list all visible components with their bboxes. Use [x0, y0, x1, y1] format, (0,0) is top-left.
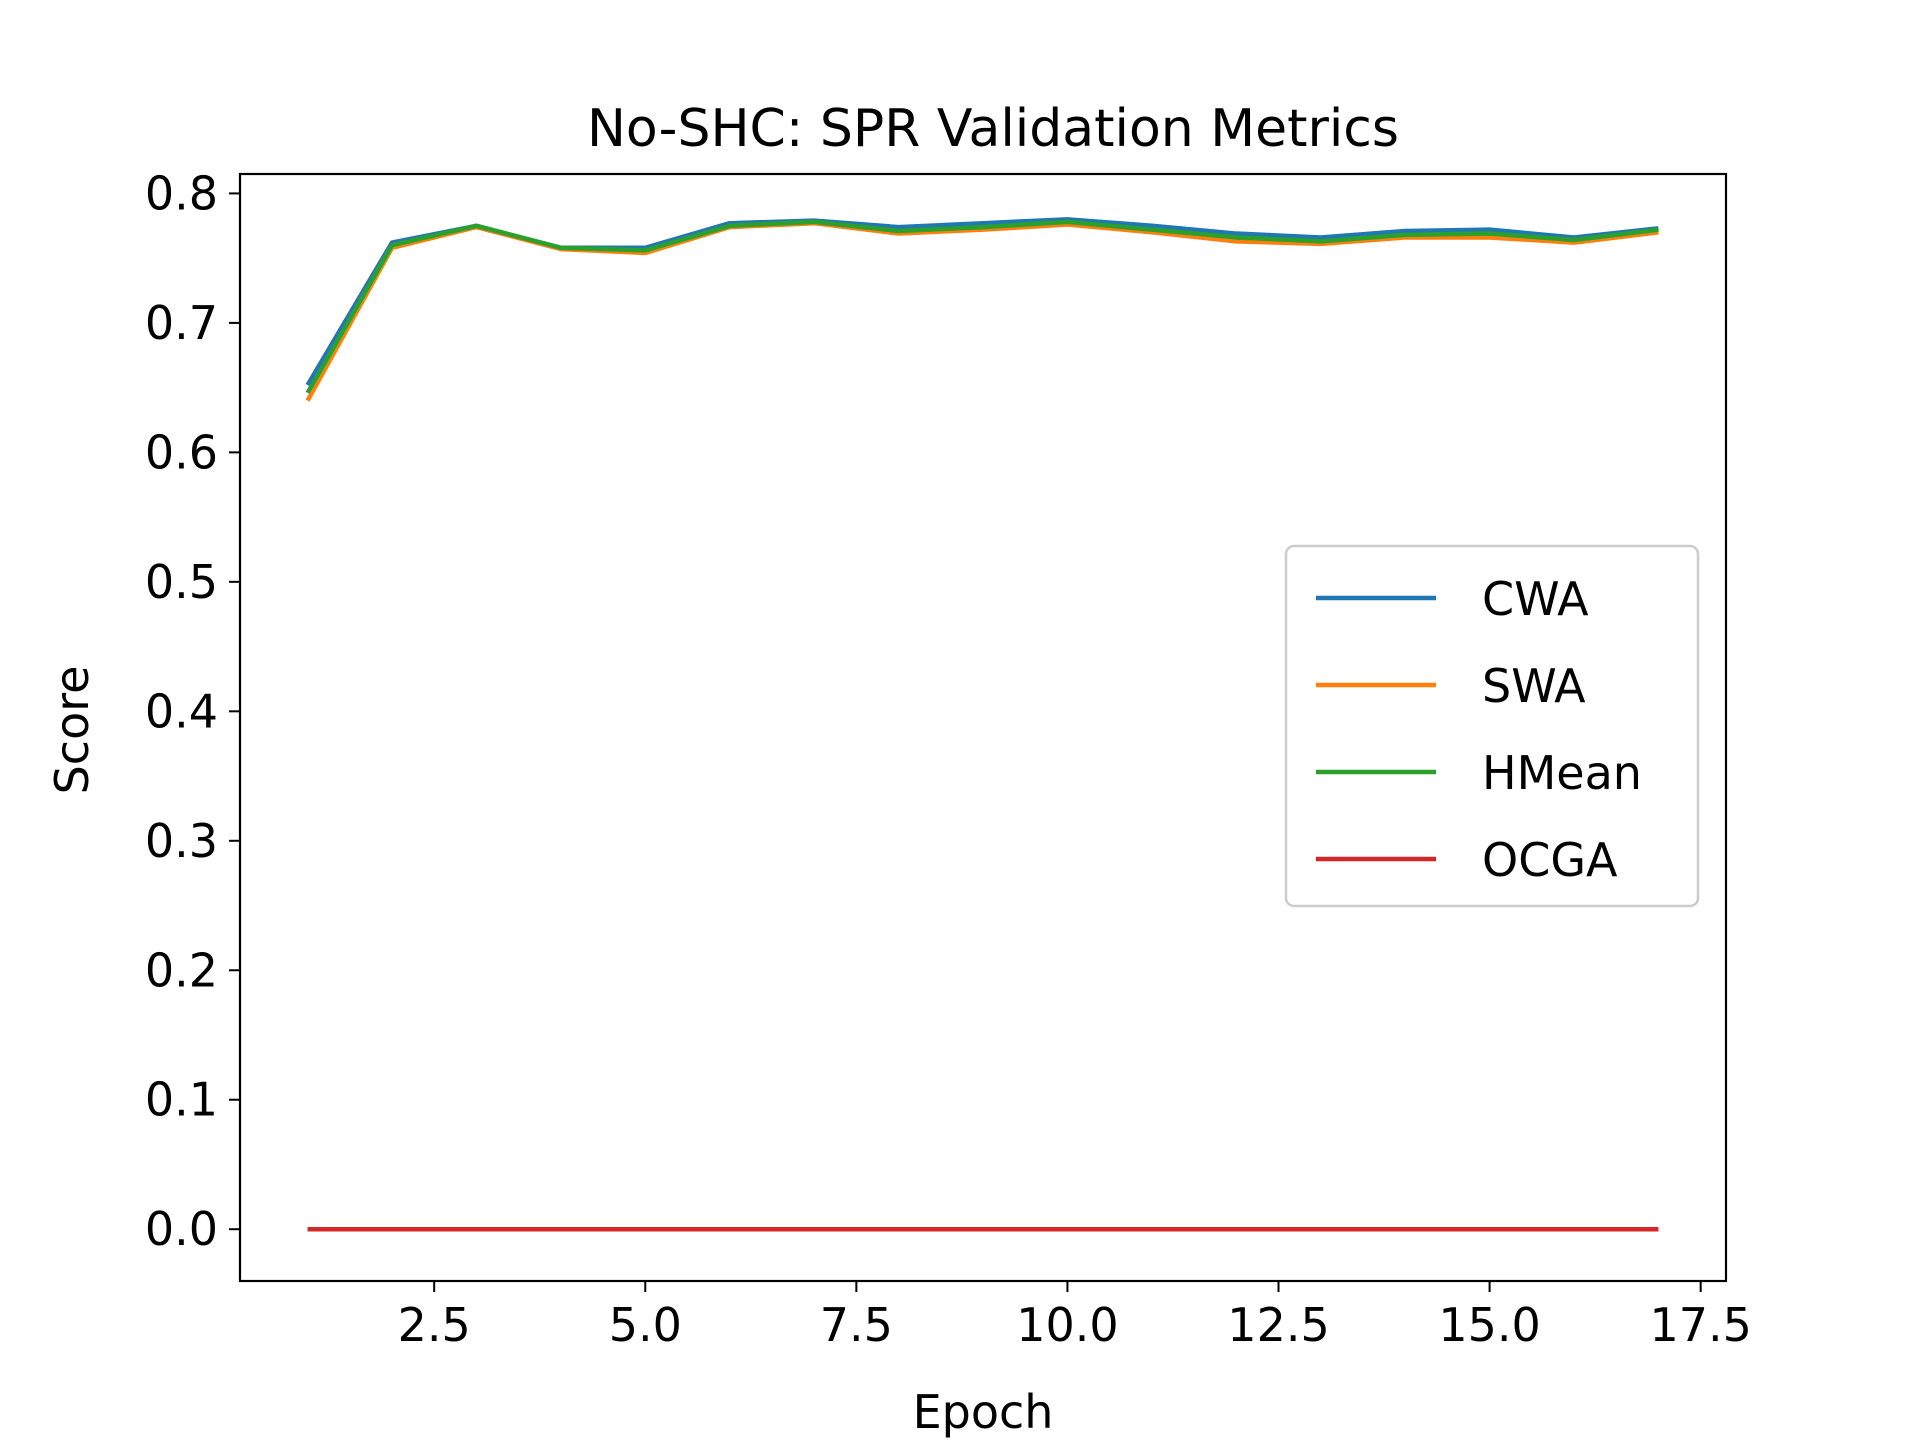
- y-tick-label: 0.3: [145, 814, 218, 868]
- ticks: 2.5 5.0 7.5 10.0 12.5 15.0 17.5 0.0 0.1 0.2 0.3 0.4…: [145, 166, 1752, 1352]
- x-tick-label: 2.5: [398, 1298, 471, 1352]
- series-line-hmean: [305, 219, 1659, 394]
- x-tick-label: 7.5: [820, 1298, 893, 1352]
- y-tick-label: 0.6: [145, 425, 218, 479]
- legend-label-ocga: OCGA: [1482, 833, 1618, 887]
- legend: CWA SWA HMean OCGA: [1284, 544, 1700, 908]
- plot-frame: [238, 172, 1728, 1283]
- x-tick-label: 12.5: [1227, 1298, 1329, 1352]
- x-tick-label: 15.0: [1438, 1298, 1540, 1352]
- legend-label-swa: SWA: [1482, 659, 1586, 713]
- y-axis-label: Score: [45, 666, 99, 795]
- x-axis-label: Epoch: [913, 1385, 1054, 1439]
- legend-label-cwa: CWA: [1482, 572, 1589, 626]
- y-tick-label: 0.2: [145, 943, 218, 997]
- y-tick-label: 0.5: [145, 555, 218, 609]
- chart-title: No-SHC: SPR Validation Metrics: [587, 99, 1399, 159]
- y-tick-label: 0.7: [145, 296, 218, 350]
- legend-frame: [1284, 544, 1700, 908]
- y-tick-label: 0.1: [145, 1073, 218, 1127]
- y-tick-label: 0.0: [145, 1202, 218, 1256]
- legend-label-hmean: HMean: [1482, 746, 1642, 800]
- y-tick-label: 0.8: [145, 166, 218, 220]
- y-tick-label: 0.4: [145, 684, 218, 738]
- x-tick-label: 5.0: [609, 1298, 682, 1352]
- x-tick-label: 10.0: [1016, 1298, 1118, 1352]
- series-lines: [305, 217, 1659, 1232]
- x-tick-label: 17.5: [1649, 1298, 1751, 1352]
